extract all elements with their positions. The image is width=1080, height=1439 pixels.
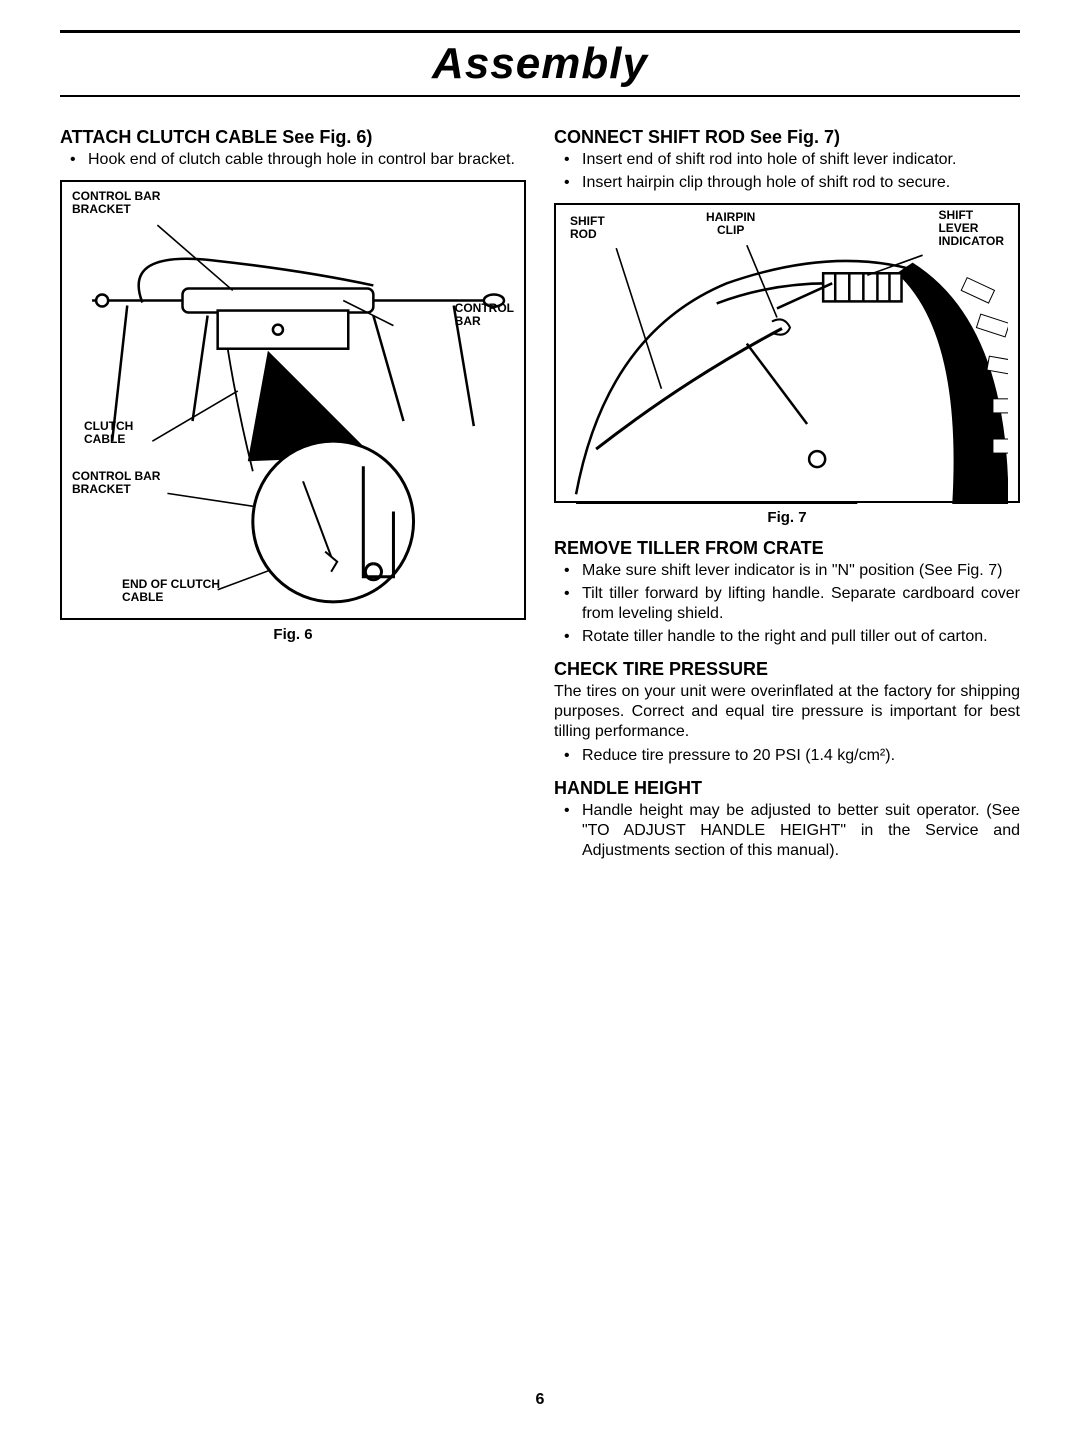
figure-7-diagram [566,213,1008,504]
bullet-item: Tilt tiller forward by lifting handle. S… [554,584,1020,624]
bullet-item: Handle height may be adjusted to better … [554,801,1020,861]
page-number: 6 [60,1391,1020,1409]
heading-attach-clutch: ATTACH CLUTCH CABLE See Fig. 6) [60,127,526,148]
title-rule [60,95,1020,97]
figure-7-box: SHIFT ROD HAIRPIN CLIP SHIFT LEVER INDIC… [554,203,1020,503]
figure-7-caption: Fig. 7 [554,509,1020,526]
body-check-tire-pressure: The tires on your unit were overinflated… [554,682,1020,742]
heading-connect-shift-rod: CONNECT SHIFT ROD See Fig. 7) [554,127,1020,148]
bullets-handle-height: Handle height may be adjusted to better … [554,801,1020,861]
bullets-connect-shift-rod: Insert end of shift rod into hole of shi… [554,150,1020,193]
right-column: CONNECT SHIFT ROD See Fig. 7) Insert end… [554,115,1020,871]
figure-6-diagram [72,190,514,622]
left-column: ATTACH CLUTCH CABLE See Fig. 6) Hook end… [60,115,526,871]
figure-6-box: CONTROL BAR BRACKET CONTROL BAR CLUTCH C… [60,180,526,620]
figure-6-caption: Fig. 6 [60,626,526,643]
bullets-attach-clutch: Hook end of clutch cable through hole in… [60,150,526,170]
bullet-item: Insert end of shift rod into hole of shi… [554,150,1020,170]
bullet-item: Rotate tiller handle to the right and pu… [554,627,1020,647]
bullet-item: Insert hairpin clip through hole of shif… [554,173,1020,193]
fig7-label-shift-lever-indicator: SHIFT LEVER INDICATOR [938,209,1004,249]
fig7-label-hairpin-clip: HAIRPIN CLIP [706,211,755,237]
bullets-check-tire-pressure: Reduce tire pressure to 20 PSI (1.4 kg/c… [554,746,1020,766]
content-columns: ATTACH CLUTCH CABLE See Fig. 6) Hook end… [60,115,1020,871]
top-rule [60,30,1020,33]
bullets-remove-tiller: Make sure shift lever indicator is in "N… [554,561,1020,647]
heading-remove-tiller: REMOVE TILLER FROM CRATE [554,538,1020,559]
bullet-item: Make sure shift lever indicator is in "N… [554,561,1020,581]
bullet-item: Reduce tire pressure to 20 PSI (1.4 kg/c… [554,746,1020,766]
heading-check-tire-pressure: CHECK TIRE PRESSURE [554,659,1020,680]
fig6-label-clutch-cable: CLUTCH CABLE [84,420,133,446]
bullet-item: Hook end of clutch cable through hole in… [60,150,526,170]
fig6-label-end-clutch-cable: END OF CLUTCH CABLE [122,578,220,604]
fig6-label-control-bar-bracket-bottom: CONTROL BAR BRACKET [72,470,160,496]
fig6-label-control-bar-bracket-top: CONTROL BAR BRACKET [72,190,160,216]
page-title: Assembly [60,39,1020,89]
fig7-label-shift-rod: SHIFT ROD [570,215,605,241]
heading-handle-height: HANDLE HEIGHT [554,778,1020,799]
fig6-label-control-bar: CONTROL BAR [455,302,514,328]
